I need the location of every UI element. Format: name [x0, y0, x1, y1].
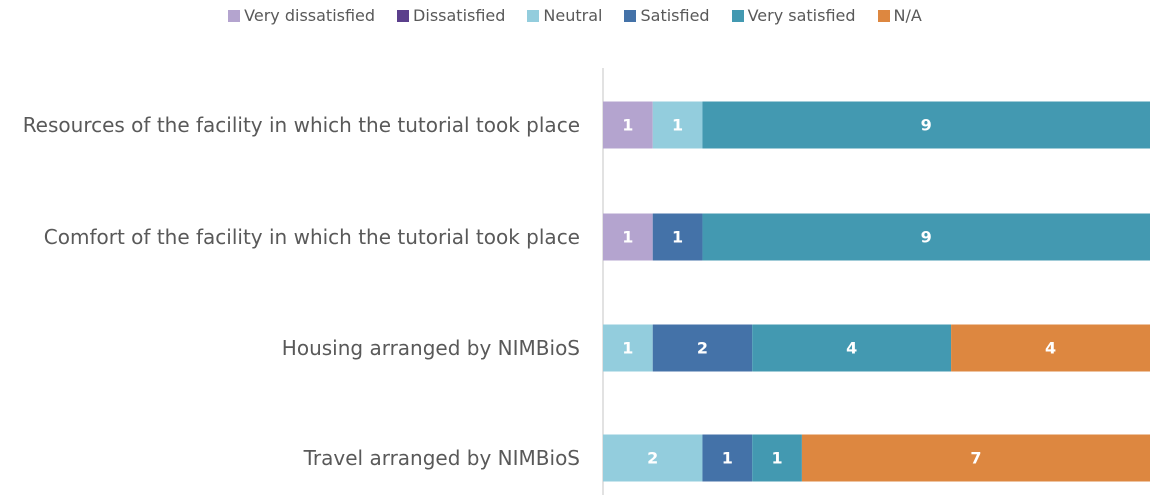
data-label: 2: [697, 339, 708, 358]
legend-item: Neutral: [527, 6, 602, 25]
legend-label: N/A: [893, 6, 922, 25]
legend-label: Very satisfied: [747, 6, 856, 25]
bar-segment: [652, 101, 703, 149]
legend-label: Very dissatisfied: [244, 6, 376, 25]
category-text: Housing arranged by NIMBioS: [281, 336, 580, 360]
bar-segment: [702, 101, 1150, 149]
bar-segment: [752, 324, 952, 372]
legend-label: Satisfied: [640, 6, 710, 25]
legend-item: N/A: [877, 6, 922, 25]
category-label: Comfort of the facility in which the tut…: [0, 192, 580, 282]
data-label: 1: [672, 228, 683, 247]
bar-segment: [702, 434, 753, 482]
legend-swatch: [624, 9, 637, 22]
data-label: 1: [771, 449, 782, 468]
data-label: 2: [647, 449, 658, 468]
category-text: Resources of the facility in which the t…: [22, 113, 580, 137]
bar-segment: [951, 324, 1150, 372]
legend-swatch: [527, 9, 540, 22]
data-label: 4: [846, 339, 857, 358]
bar-segment: [702, 213, 1150, 261]
bar-segment: [603, 434, 703, 482]
bar-segment: [603, 101, 653, 149]
data-label: 1: [622, 228, 633, 247]
legend-item: Very dissatisfied: [228, 6, 375, 25]
bar-segment: [752, 434, 802, 482]
legend: Very dissatisfied Dissatisfied Neutral Sati…: [0, 6, 1150, 25]
category-text: Comfort of the facility in which the tut…: [43, 225, 580, 249]
bar-segment: [652, 324, 753, 372]
legend-swatch: [228, 9, 241, 22]
data-label: 9: [921, 228, 932, 247]
legend-item: Dissatisfied: [397, 6, 505, 25]
legend-swatch: [877, 9, 890, 22]
category-text: Travel arranged by NIMBioS: [303, 446, 580, 470]
data-label: 1: [722, 449, 733, 468]
bar-segment: [652, 213, 703, 261]
bar-segment: [603, 324, 653, 372]
legend-label: Dissatisfied: [413, 6, 506, 25]
legend-label: Neutral: [543, 6, 603, 25]
legend-swatch: [731, 9, 744, 22]
data-label: 9: [921, 116, 932, 135]
data-label: 7: [970, 449, 981, 468]
category-label: Housing arranged by NIMBioS: [0, 303, 580, 393]
category-label: Travel arranged by NIMBioS: [0, 413, 580, 500]
legend-item: Very satisfied: [731, 6, 856, 25]
data-label: 4: [1045, 339, 1056, 358]
data-label: 1: [672, 116, 683, 135]
bar-segment: [801, 434, 1150, 482]
legend-swatch: [397, 9, 410, 22]
bar-segment: [603, 213, 653, 261]
legend-item: Satisfied: [624, 6, 710, 25]
category-label: Resources of the facility in which the t…: [0, 80, 580, 170]
data-label: 1: [622, 116, 633, 135]
data-label: 1: [622, 339, 633, 358]
